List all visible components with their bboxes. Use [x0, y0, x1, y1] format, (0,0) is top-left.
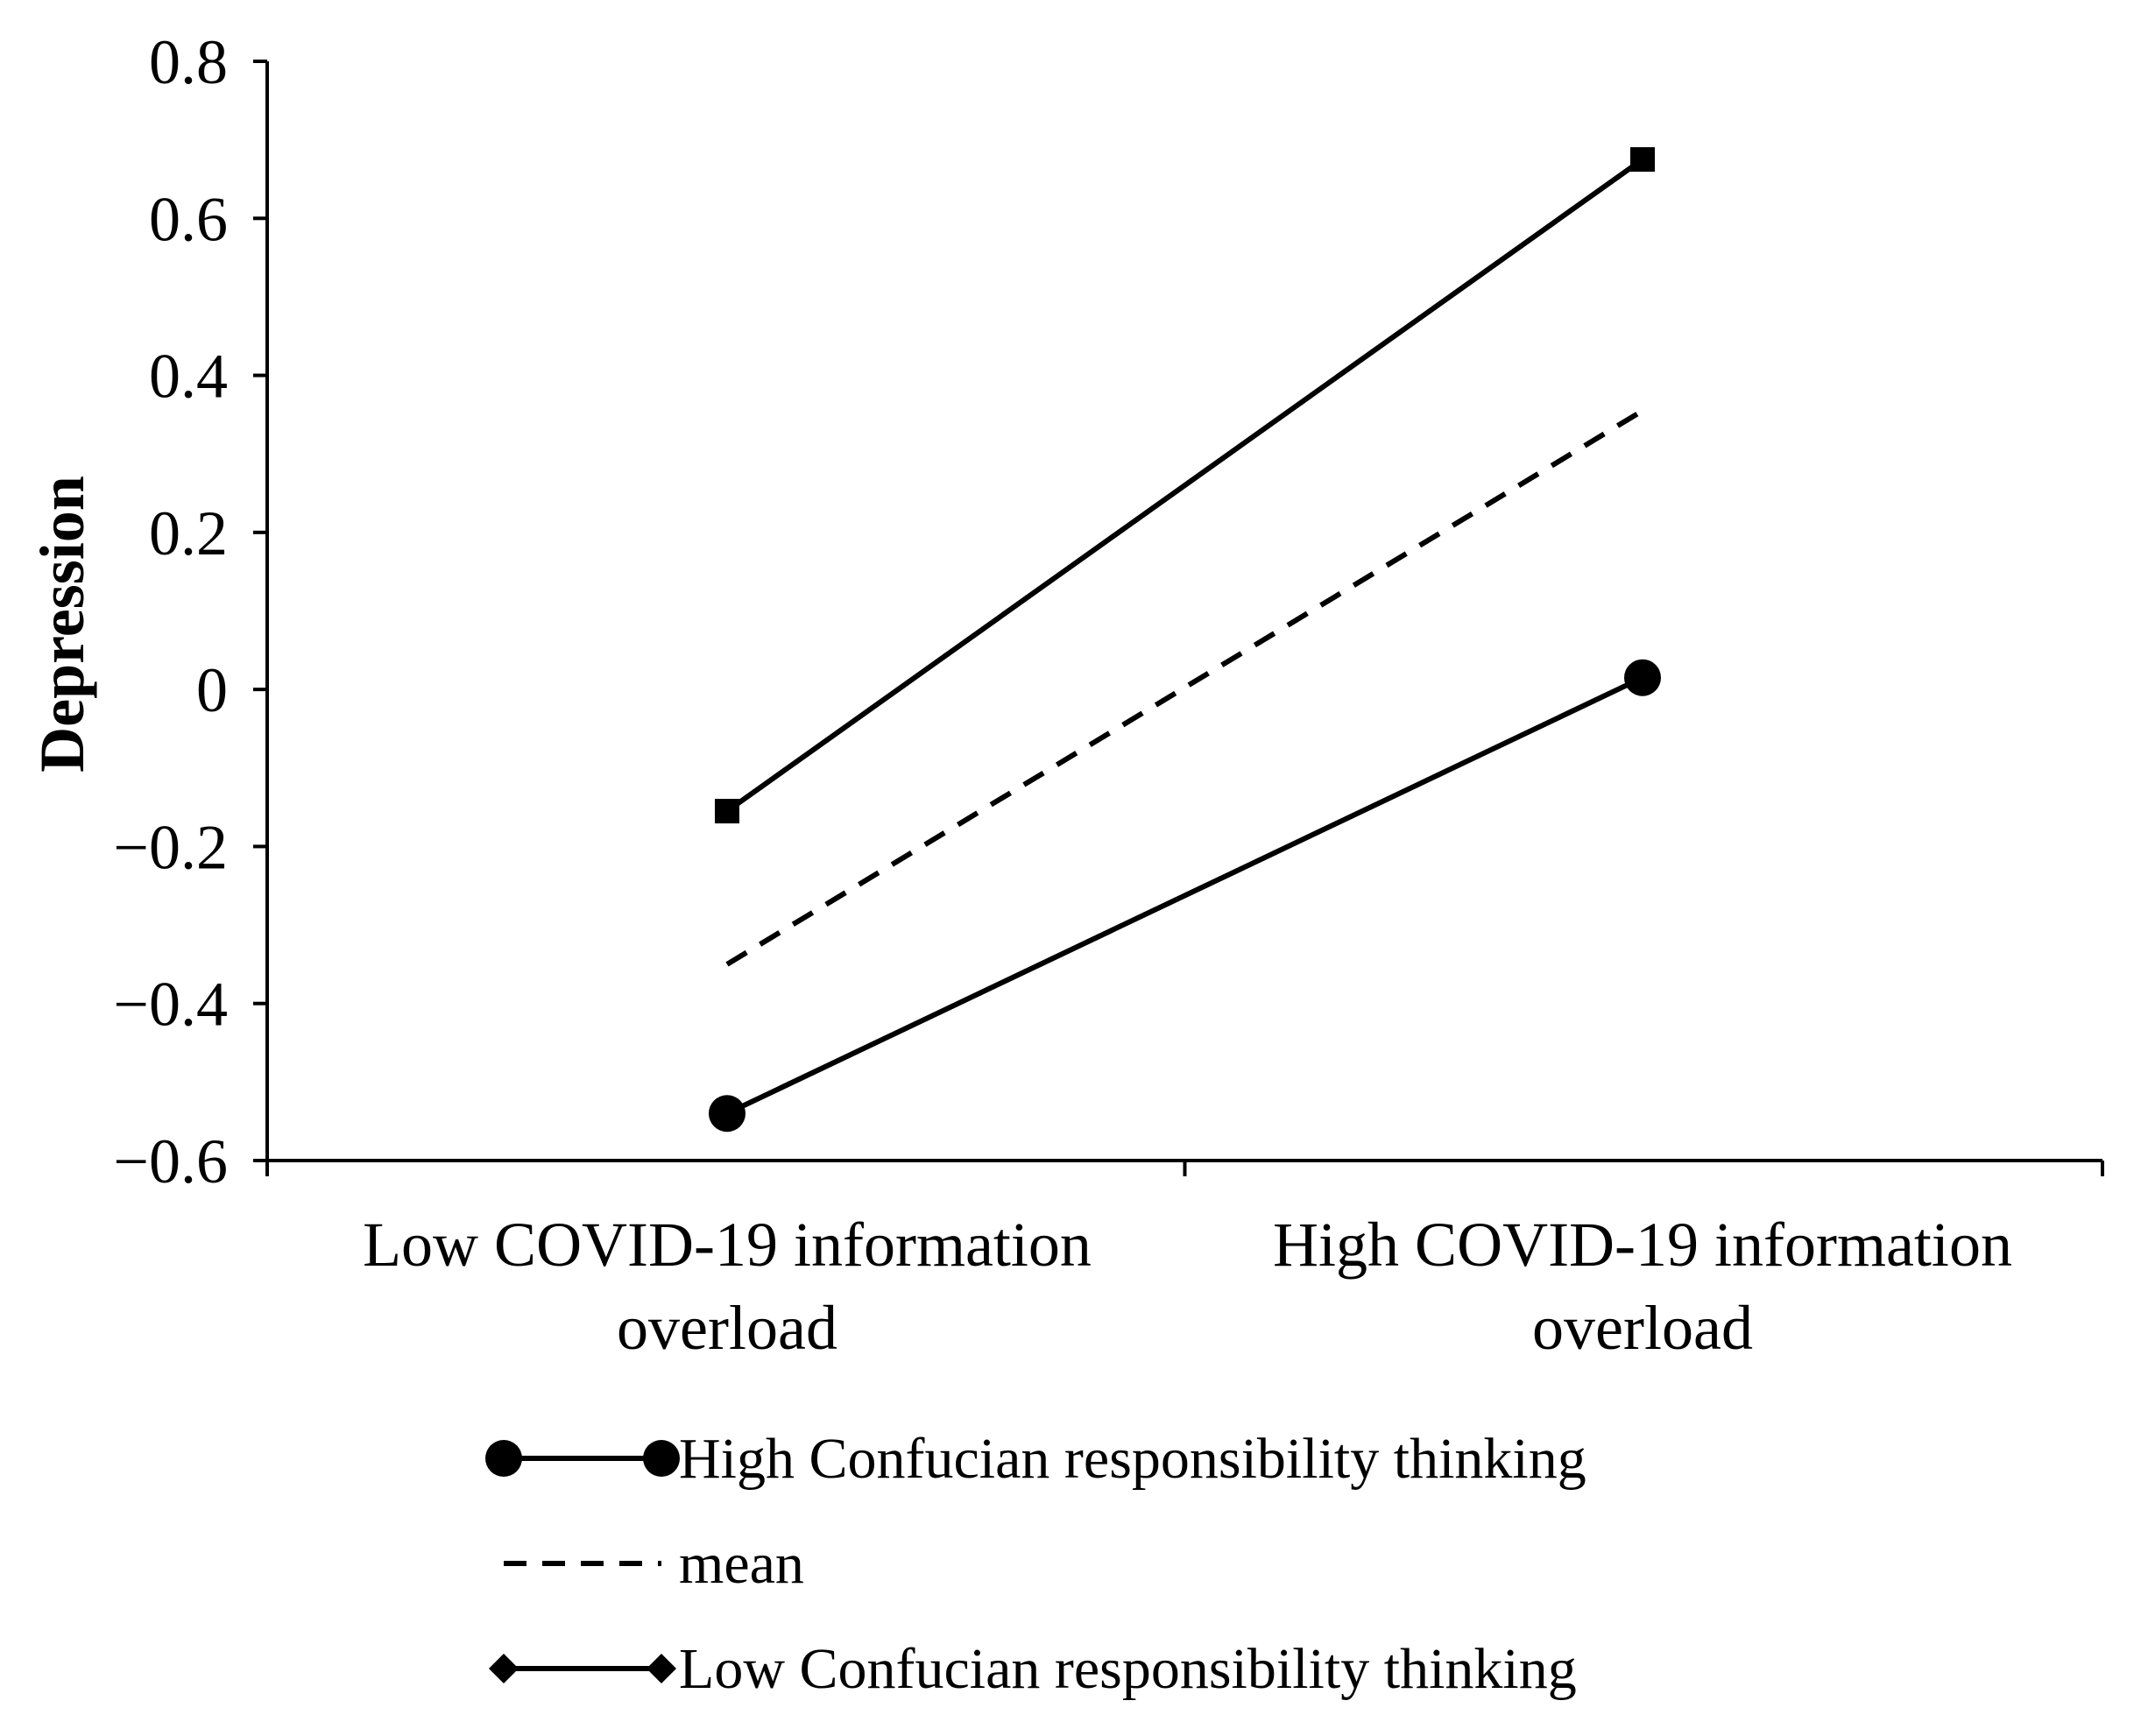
legend-item-1: mean: [504, 1532, 804, 1596]
x-category-label: High COVID-19 information overload: [1273, 1210, 2012, 1363]
legend-marker: [489, 1654, 519, 1683]
x-category-label-line: Low COVID-19 information: [363, 1210, 1092, 1280]
legend-item-2: Low Confucian responsibility thinking: [489, 1637, 1577, 1701]
legend: High Confucian responsibility thinking me…: [485, 1427, 1586, 1701]
legend-item-0: High Confucian responsibility thinking: [485, 1427, 1586, 1491]
x-category-label-line: overload: [1532, 1293, 1753, 1363]
legend-marker: [647, 1654, 676, 1683]
y-tick-label: 0.2: [149, 498, 228, 568]
series-0: [709, 659, 1661, 1133]
y-tick-label: −0.6: [113, 1126, 228, 1196]
series-line: [725, 157, 1644, 814]
x-category-label: Low COVID-19 information overload: [363, 1210, 1092, 1363]
y-tick-label: 0.6: [149, 184, 228, 254]
y-tick-label: 0.4: [149, 342, 228, 412]
series-2: [715, 147, 1655, 824]
legend-marker: [643, 1440, 680, 1477]
data-point: [709, 1095, 745, 1133]
y-tick-label: 0.8: [149, 27, 228, 97]
data-point: [715, 799, 739, 824]
series-1: [725, 408, 1644, 967]
axes: 0.8 0.6 0.4 0.2 0 −0.2 −0.4 −0.6 Low COVID-19 in…: [27, 27, 2104, 1363]
y-axis-title: Depression: [27, 476, 97, 773]
data-point: [1624, 659, 1661, 696]
data-point: [1630, 147, 1655, 173]
series-line: [725, 674, 1644, 1116]
legend-marker: [485, 1440, 522, 1477]
x-category-label-line: overload: [617, 1293, 837, 1363]
legend-label: mean: [679, 1532, 804, 1596]
x-category-label-line: High COVID-19 information: [1273, 1210, 2012, 1280]
y-tick-label: 0: [196, 655, 228, 725]
legend-label: High Confucian responsibility thinking: [679, 1427, 1586, 1491]
series-line: [725, 408, 1644, 967]
y-tick-label: −0.4: [113, 970, 228, 1040]
legend-label: Low Confucian responsibility thinking: [679, 1637, 1577, 1701]
y-tick-label: −0.2: [113, 812, 228, 882]
series-layer: [709, 147, 1661, 1133]
